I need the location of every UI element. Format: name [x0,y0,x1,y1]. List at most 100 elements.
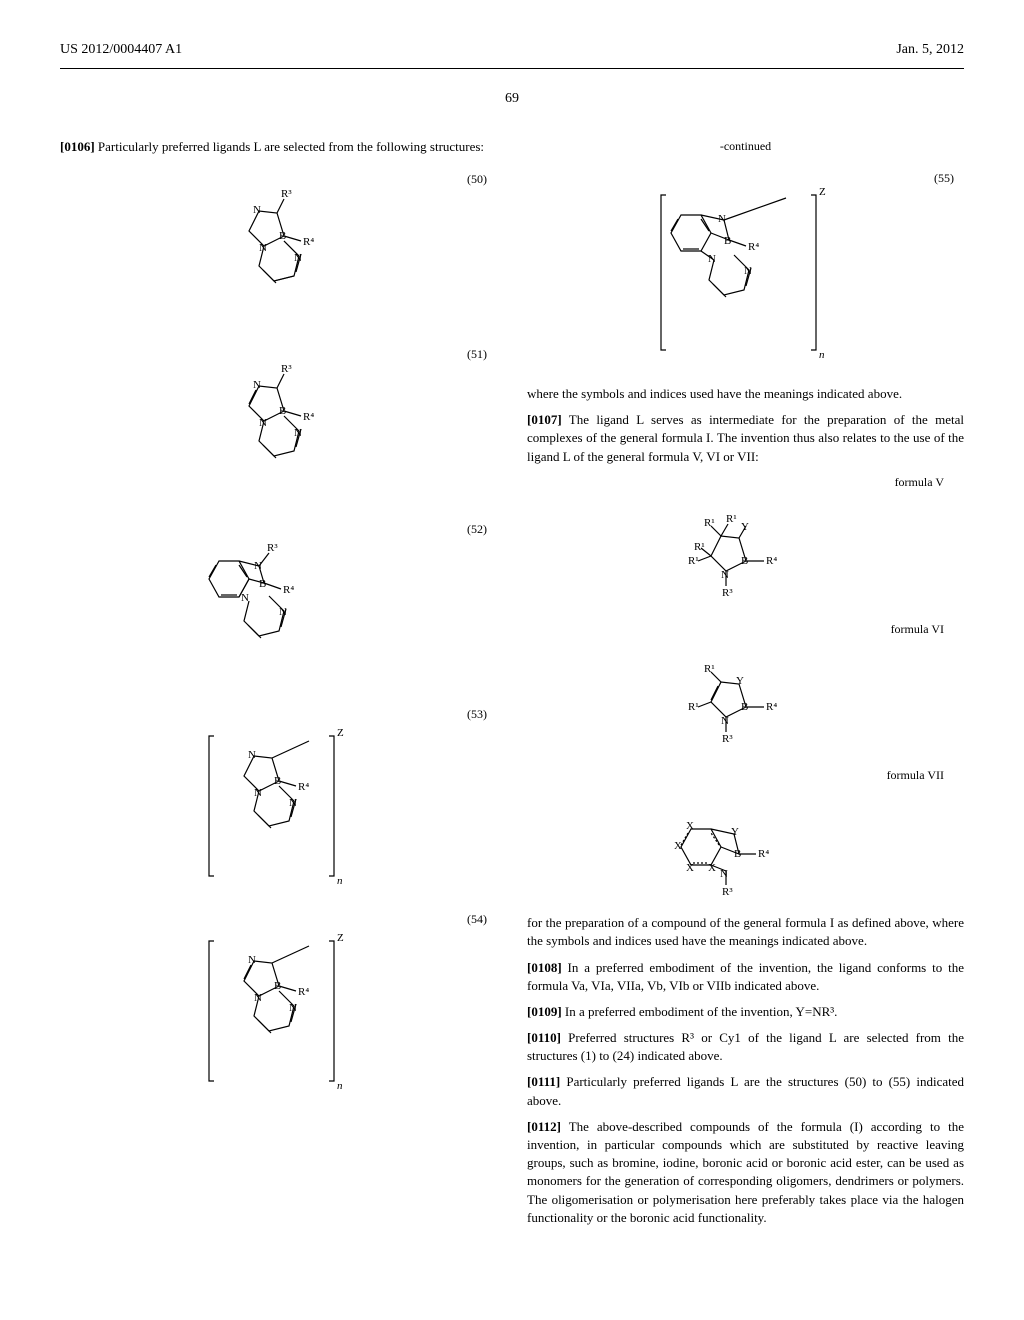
svg-text:R¹: R¹ [688,555,699,567]
svg-text:N: N [248,749,256,761]
svg-text:R⁴: R⁴ [748,241,759,253]
structure-num-53: (53) [467,706,487,723]
svg-text:R¹: R¹ [704,517,715,529]
svg-text:R¹: R¹ [688,701,699,713]
para-text-0109: In a preferred embodiment of the inventi… [562,1004,838,1019]
chem-structure-55-svg: N N B N Z R⁴ n [636,170,856,370]
para-text-0111: Particularly preferred ligands L are the… [527,1074,964,1107]
svg-text:R⁴: R⁴ [298,781,309,793]
svg-text:B: B [274,980,281,992]
formula-VI: Y N B R¹ R¹ R⁴ R³ [527,652,964,752]
svg-text:B: B [279,405,286,417]
svg-text:n: n [337,875,343,887]
svg-text:X: X [686,862,694,874]
svg-text:R⁴: R⁴ [303,411,314,423]
svg-text:B: B [734,848,741,860]
svg-text:N: N [254,560,262,572]
structure-52: (52) N [60,521,497,691]
svg-text:Y: Y [741,521,749,533]
page-number: 69 [60,89,964,109]
page-header: US 2012/0004407 A1 Jan. 5, 2012 [60,40,964,60]
structure-50: (50) N N B N R³ R [60,171,497,331]
structure-55: (55) [527,170,964,370]
svg-text:B: B [274,775,281,787]
formula-VII-svg: X X X X Y N B R⁴ R³ [646,799,846,899]
formula-VI-label: formula VI [527,621,964,638]
para-num-0109: [0109] [527,1004,562,1019]
structure-num-55: (55) [934,170,954,187]
svg-text:n: n [819,349,825,361]
chem-structure-53-svg: N N B N Z R⁴ n [179,706,379,896]
svg-text:R³: R³ [281,188,292,200]
structure-num-50: (50) [467,171,487,188]
chem-structure-52-svg: N N B N R³ R⁴ [179,521,379,691]
formula-VII: X X X X Y N B R⁴ R³ [527,799,964,899]
chem-structure-50-svg: N N B N R³ R⁴ [189,171,369,331]
formula-VI-svg: Y N B R¹ R¹ R⁴ R³ [656,652,836,752]
svg-text:N: N [254,787,262,799]
svg-text:X: X [686,820,694,832]
svg-text:R⁴: R⁴ [298,986,309,998]
publication-date: Jan. 5, 2012 [896,40,964,60]
para-where: where the symbols and indices used have … [527,385,964,403]
svg-text:B: B [741,555,748,567]
svg-text:B: B [724,235,731,247]
para-0112: [0112] The above-described compounds of … [527,1118,964,1227]
svg-text:R³: R³ [267,542,278,554]
para-text-0107: The ligand L serves as intermediate for … [527,412,964,463]
svg-text:Z: Z [337,932,344,944]
svg-text:N: N [253,204,261,216]
svg-text:R⁴: R⁴ [758,848,769,860]
svg-text:B: B [279,230,286,242]
para-text-0106: Particularly preferred ligands L are sel… [95,139,484,154]
svg-text:R⁴: R⁴ [303,236,314,248]
continued-label: -continued [527,138,964,155]
formula-V-label: formula V [527,474,964,491]
structure-51: (51) N N B N R³ R⁴ [60,346,497,506]
svg-text:Y: Y [731,826,739,838]
svg-text:N: N [721,715,729,727]
para-0108: [0108] In a preferred embodiment of the … [527,959,964,995]
svg-text:Z: Z [337,727,344,739]
formula-VII-label: formula VII [527,767,964,784]
para-0111: [0111] Particularly preferred ligands L … [527,1073,964,1109]
svg-text:N: N [294,252,302,264]
svg-text:N: N [253,379,261,391]
svg-text:R³: R³ [722,886,733,898]
svg-text:N: N [248,954,256,966]
svg-text:N: N [708,253,716,265]
right-column: -continued (55) [527,138,964,1235]
formula-V-svg: Y N B R¹ R¹ R¹ R¹ R⁴ R³ [656,506,836,606]
svg-text:X: X [674,840,682,852]
svg-text:R¹: R¹ [704,663,715,675]
para-num-0112: [0112] [527,1119,561,1134]
structure-num-52: (52) [467,521,487,538]
publication-number: US 2012/0004407 A1 [60,40,182,60]
para-num-0111: [0111] [527,1074,560,1089]
svg-text:R³: R³ [722,587,733,599]
svg-text:X: X [708,862,716,874]
content-columns: [0106] Particularly preferred ligands L … [60,138,964,1235]
para-text-0112: The above-described compounds of the for… [527,1119,964,1225]
svg-text:N: N [721,569,729,581]
header-divider [60,68,964,69]
para-0109: [0109] In a preferred embodiment of the … [527,1003,964,1021]
svg-text:N: N [254,992,262,1004]
structure-num-54: (54) [467,911,487,928]
svg-text:N: N [279,606,287,618]
svg-text:R⁴: R⁴ [283,584,294,596]
svg-text:N: N [294,427,302,439]
left-column: [0106] Particularly preferred ligands L … [60,138,497,1235]
svg-text:B: B [259,578,266,590]
svg-text:N: N [289,1002,297,1014]
para-text-0110: Preferred structures R³ or Cy1 of the li… [527,1030,964,1063]
svg-text:R³: R³ [281,363,292,375]
para-prep: for the preparation of a compound of the… [527,914,964,950]
svg-text:Y: Y [736,675,744,687]
para-0106: [0106] Particularly preferred ligands L … [60,138,497,156]
svg-text:R³: R³ [722,733,733,745]
para-0107: [0107] The ligand L serves as intermedia… [527,411,964,466]
svg-text:R⁴: R⁴ [766,701,777,713]
svg-text:R¹: R¹ [694,541,705,553]
para-num-0110: [0110] [527,1030,561,1045]
